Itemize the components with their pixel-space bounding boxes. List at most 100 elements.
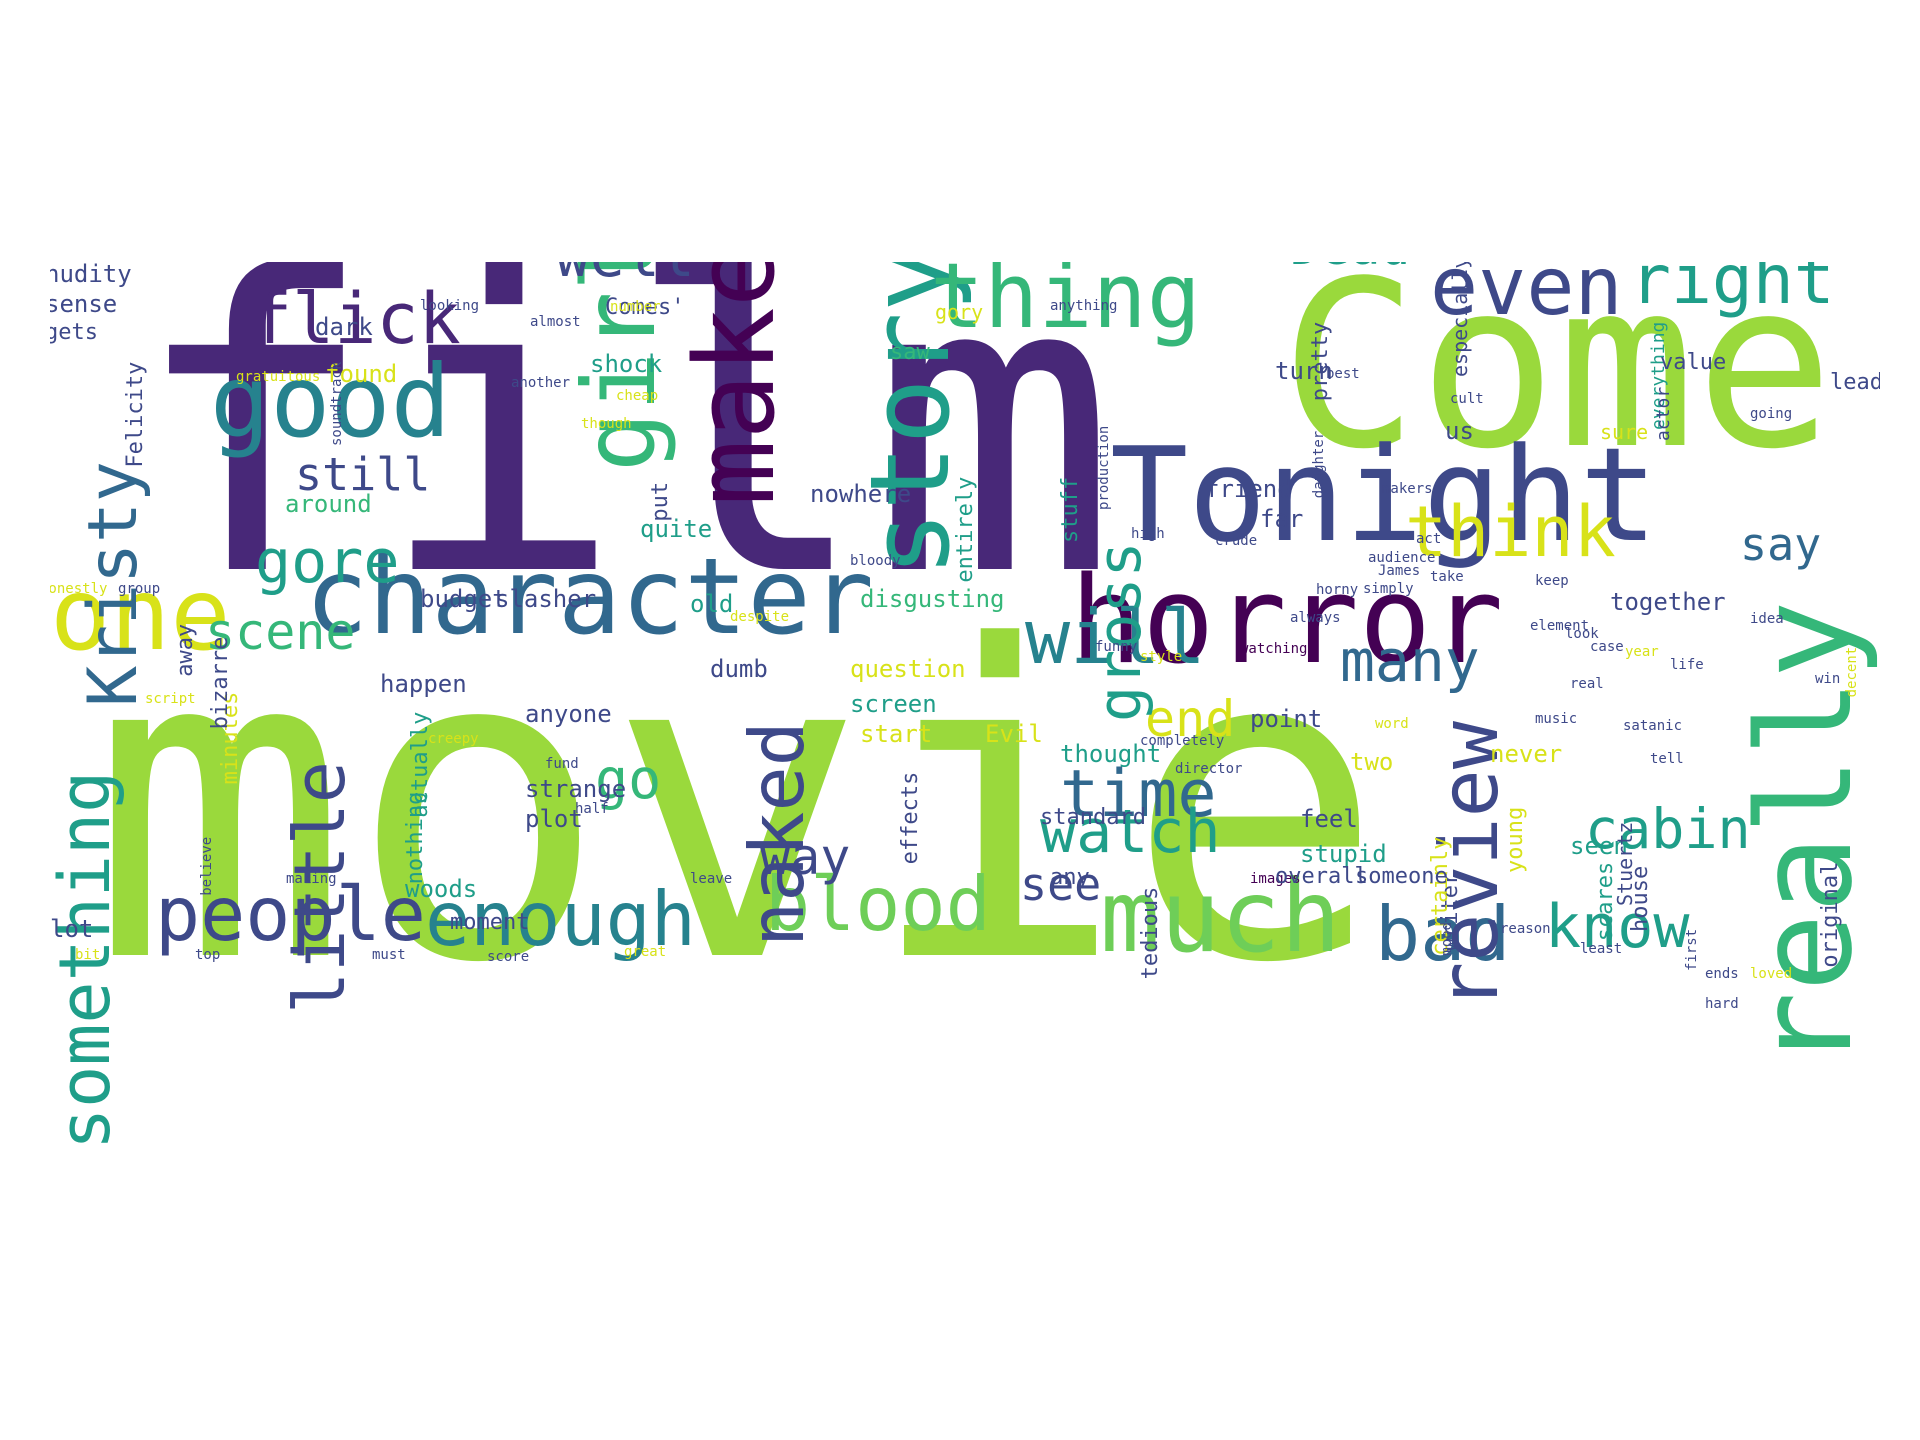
cloud-word-look: look — [1565, 626, 1599, 642]
cloud-word-especially: especially — [1448, 262, 1472, 377]
cloud-word-will: will — [1025, 593, 1206, 681]
cloud-word-scene: scene — [205, 603, 356, 661]
cloud-word-style: style — [1140, 649, 1183, 665]
cloud-word-stuff: stuff — [1058, 476, 1083, 543]
cloud-word-horror: horror — [1070, 552, 1504, 691]
cloud-word-friend: friend — [1205, 475, 1292, 503]
cloud-word-tell: tell — [1650, 751, 1684, 767]
cloud-word-put: put — [648, 481, 673, 522]
cloud-word-james: James — [1378, 563, 1421, 579]
cloud-word-soundtrack: soundtrack — [329, 361, 345, 446]
cloud-word-ends: ends — [1705, 966, 1739, 982]
cloud-word-happen: happen — [380, 670, 467, 698]
cloud-word-know: know — [1545, 892, 1690, 962]
cloud-word-original: original — [1818, 861, 1843, 968]
cloud-word-effects: effects — [898, 771, 923, 865]
cloud-word-horny: horny — [1316, 582, 1359, 598]
cloud-word-sure: sure — [1600, 420, 1649, 444]
cloud-word-right: right — [1630, 262, 1835, 320]
cloud-word-making: making — [286, 871, 337, 887]
cloud-word-end: end — [1145, 690, 1236, 748]
cloud-word-though: though — [581, 416, 632, 432]
cloud-word-daughter: daughter — [1311, 430, 1327, 499]
cloud-word-mood: mood — [1439, 921, 1455, 956]
cloud-word-believe: believe — [199, 836, 215, 896]
cloud-word-thought: thought — [1060, 740, 1162, 768]
cloud-word-people: people — [155, 870, 426, 958]
cloud-word-high: high — [1131, 526, 1165, 542]
cloud-word-comes-: Comes' — [605, 295, 685, 320]
cloud-word-cheap: cheap — [616, 388, 659, 404]
cloud-word-come: Come — [1280, 262, 1834, 500]
cloud-word-flick: flick — [250, 278, 461, 360]
cloud-word-reason: reason — [1500, 921, 1551, 937]
cloud-word-pretty: pretty — [1308, 321, 1333, 402]
cloud-word-never: never — [1490, 740, 1563, 768]
cloud-word-audience: audience — [1368, 550, 1436, 566]
cloud-word-images: images — [1250, 871, 1301, 887]
cloud-word-any: any — [1050, 865, 1090, 890]
cloud-word-least: least — [1580, 941, 1623, 957]
cloud-word-cabin: cabin — [1585, 797, 1751, 861]
cloud-word-way: way — [760, 828, 851, 886]
cloud-word-funny: funny — [1095, 639, 1138, 655]
cloud-word-feel: feel — [1300, 805, 1358, 833]
cloud-word-away: away — [173, 623, 198, 677]
cloud-word-seen: seen — [1570, 832, 1628, 860]
cloud-word-leave: leave — [690, 871, 733, 887]
cloud-word-case: case — [1590, 639, 1624, 655]
cloud-word-movie: movie — [90, 557, 1385, 1057]
cloud-word-house: house — [1628, 865, 1653, 932]
cloud-word-nudity: nudity — [50, 262, 132, 288]
cloud-word-point: point — [1250, 705, 1323, 733]
cloud-word-top: top — [195, 947, 221, 963]
cloud-word-young: young — [1503, 806, 1528, 873]
cloud-word-going: going — [1750, 406, 1793, 422]
cloud-word-bloody: bloody — [850, 553, 901, 569]
cloud-word-overall: overall — [1275, 864, 1368, 889]
cloud-word-win: win — [1815, 671, 1841, 687]
cloud-word-film: film — [130, 262, 1118, 666]
cloud-word-saw: saw — [890, 340, 930, 365]
cloud-word-blood: blood — [765, 860, 991, 948]
cloud-word-half: half — [575, 801, 609, 817]
cloud-word-evil: Evil — [985, 720, 1043, 748]
cloud-word-thing: thing — [930, 262, 1201, 349]
cloud-word-score: score — [487, 949, 530, 965]
cloud-word-screen: screen — [850, 690, 937, 718]
cloud-word-looking: looking — [420, 298, 480, 314]
cloud-word-stupid: stupid — [1300, 840, 1387, 868]
cloud-word-group: group — [118, 581, 161, 597]
cloud-word-two: two — [1350, 748, 1394, 776]
cloud-word-production: production — [1096, 425, 1112, 510]
cloud-word-value: value — [1660, 350, 1727, 375]
cloud-word-loved: loved — [1750, 966, 1793, 982]
cloud-word-dead: Dead — [1290, 262, 1410, 272]
cloud-word-budget: budget — [420, 585, 507, 613]
cloud-word-us: us — [1445, 417, 1474, 445]
cloud-word-tedious: tedious — [1138, 886, 1163, 980]
cloud-word-must: must — [372, 947, 406, 963]
cloud-word-sense: sense — [50, 290, 118, 318]
cloud-word-decent: decent — [1844, 646, 1860, 698]
cloud-word-number: number — [610, 299, 661, 315]
cloud-word-anyone: anyone — [525, 700, 612, 728]
cloud-word-act: act — [1416, 531, 1442, 547]
cloud-word-one: one — [50, 556, 231, 673]
cloud-word-still: still — [295, 448, 431, 501]
cloud-word-script: script — [145, 691, 196, 707]
cloud-word-hard: hard — [1705, 996, 1739, 1012]
cloud-word-satanic: satanic — [1623, 718, 1683, 734]
cloud-word-disgusting: disgusting — [860, 585, 1005, 613]
cloud-word-old: old — [690, 590, 734, 618]
cloud-word-almost: almost — [530, 314, 581, 330]
cloud-word-time: time — [1060, 757, 1217, 832]
cloud-word-good: good — [210, 343, 451, 460]
cloud-word-character: character — [305, 536, 874, 658]
cloud-word-make: make — [671, 262, 799, 506]
cloud-word-little: little — [279, 761, 361, 1014]
cloud-word-turn: turn — [1275, 357, 1333, 385]
cloud-word-director: director — [1175, 761, 1243, 777]
cloud-word-many: many — [1340, 627, 1480, 695]
